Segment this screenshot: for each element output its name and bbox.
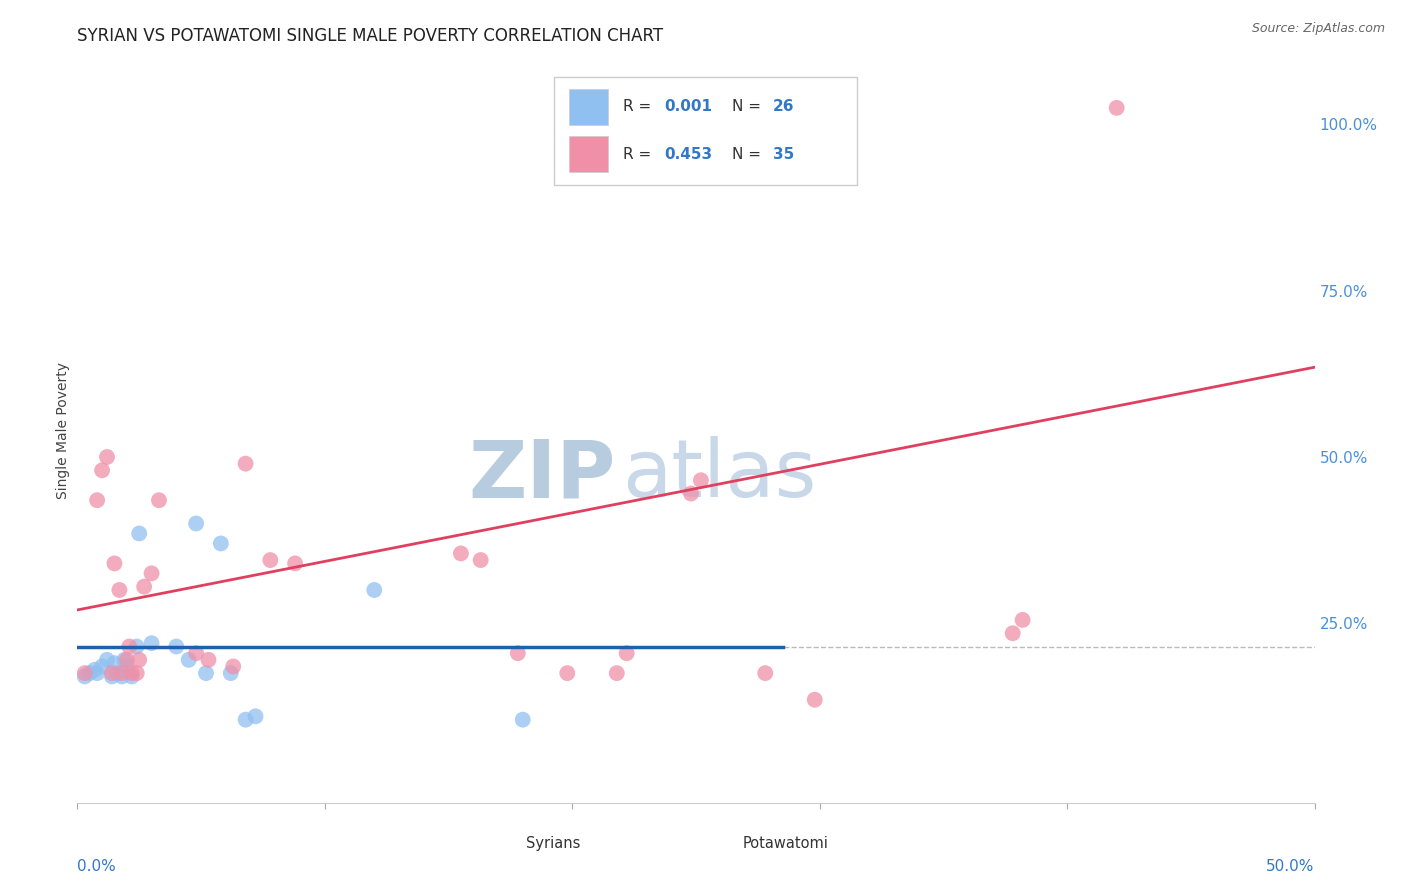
Text: 0.0%: 0.0% [77, 859, 117, 873]
Point [115, 653, 138, 667]
Point [96, 653, 118, 667]
Point [803, 692, 825, 706]
Text: 0.453: 0.453 [664, 147, 711, 161]
Point [141, 636, 163, 650]
Point [91, 659, 114, 673]
Point [101, 669, 124, 683]
Point [91, 463, 114, 477]
FancyBboxPatch shape [554, 77, 856, 185]
Point [259, 553, 281, 567]
Point [219, 666, 242, 681]
Point [118, 640, 141, 654]
Text: Syrians: Syrians [526, 837, 581, 851]
Text: N =: N = [733, 147, 766, 161]
Point [555, 666, 578, 681]
Point [125, 640, 148, 654]
FancyBboxPatch shape [485, 832, 516, 855]
Point [1001, 626, 1024, 640]
Point [73, 669, 96, 683]
Text: R =: R = [623, 147, 657, 161]
Point [616, 646, 638, 660]
Point [363, 582, 385, 597]
Point [1105, 101, 1128, 115]
Point [245, 709, 267, 723]
Point [222, 659, 245, 673]
Point [112, 653, 135, 667]
Point [209, 536, 232, 550]
Text: ZIP: ZIP [468, 436, 616, 514]
Text: 50.0%: 50.0% [1267, 859, 1315, 873]
Text: Potawatomi: Potawatomi [742, 837, 830, 851]
Point [128, 526, 150, 541]
Point [108, 582, 131, 597]
Point [235, 457, 257, 471]
Point [73, 666, 96, 681]
Point [470, 553, 492, 567]
Point [128, 653, 150, 667]
Text: R =: R = [623, 99, 657, 114]
Point [111, 669, 134, 683]
FancyBboxPatch shape [702, 832, 733, 855]
FancyBboxPatch shape [568, 136, 609, 172]
Text: SYRIAN VS POTAWATOMI SINGLE MALE POVERTY CORRELATION CHART: SYRIAN VS POTAWATOMI SINGLE MALE POVERTY… [77, 28, 664, 45]
Point [121, 669, 143, 683]
Point [141, 566, 163, 581]
Text: Source: ZipAtlas.com: Source: ZipAtlas.com [1251, 22, 1385, 36]
Point [105, 666, 128, 681]
Point [79, 666, 101, 681]
Text: N =: N = [733, 99, 766, 114]
Text: 0.001: 0.001 [664, 99, 711, 114]
Y-axis label: Single Male Poverty: Single Male Poverty [56, 362, 70, 499]
Point [606, 666, 628, 681]
Point [1011, 613, 1033, 627]
Point [148, 493, 170, 508]
Point [165, 640, 187, 654]
FancyBboxPatch shape [568, 89, 609, 125]
Point [754, 666, 776, 681]
Point [679, 486, 702, 500]
Point [184, 646, 207, 660]
Point [184, 516, 207, 531]
Point [235, 713, 257, 727]
Text: atlas: atlas [621, 436, 815, 514]
Point [506, 646, 529, 660]
Point [512, 713, 534, 727]
Text: 26: 26 [773, 99, 794, 114]
Point [450, 546, 472, 560]
Point [83, 663, 105, 677]
Point [103, 656, 125, 670]
Point [121, 666, 143, 681]
Point [103, 557, 125, 571]
Point [125, 666, 148, 681]
Point [197, 653, 219, 667]
Point [96, 450, 118, 464]
Point [690, 473, 713, 487]
Point [134, 580, 156, 594]
Point [101, 666, 124, 681]
Point [111, 666, 134, 681]
Text: 35: 35 [773, 147, 794, 161]
Point [86, 666, 108, 681]
Point [177, 653, 200, 667]
Point [115, 659, 138, 673]
Point [284, 557, 307, 571]
Point [195, 666, 218, 681]
Point [86, 493, 108, 508]
